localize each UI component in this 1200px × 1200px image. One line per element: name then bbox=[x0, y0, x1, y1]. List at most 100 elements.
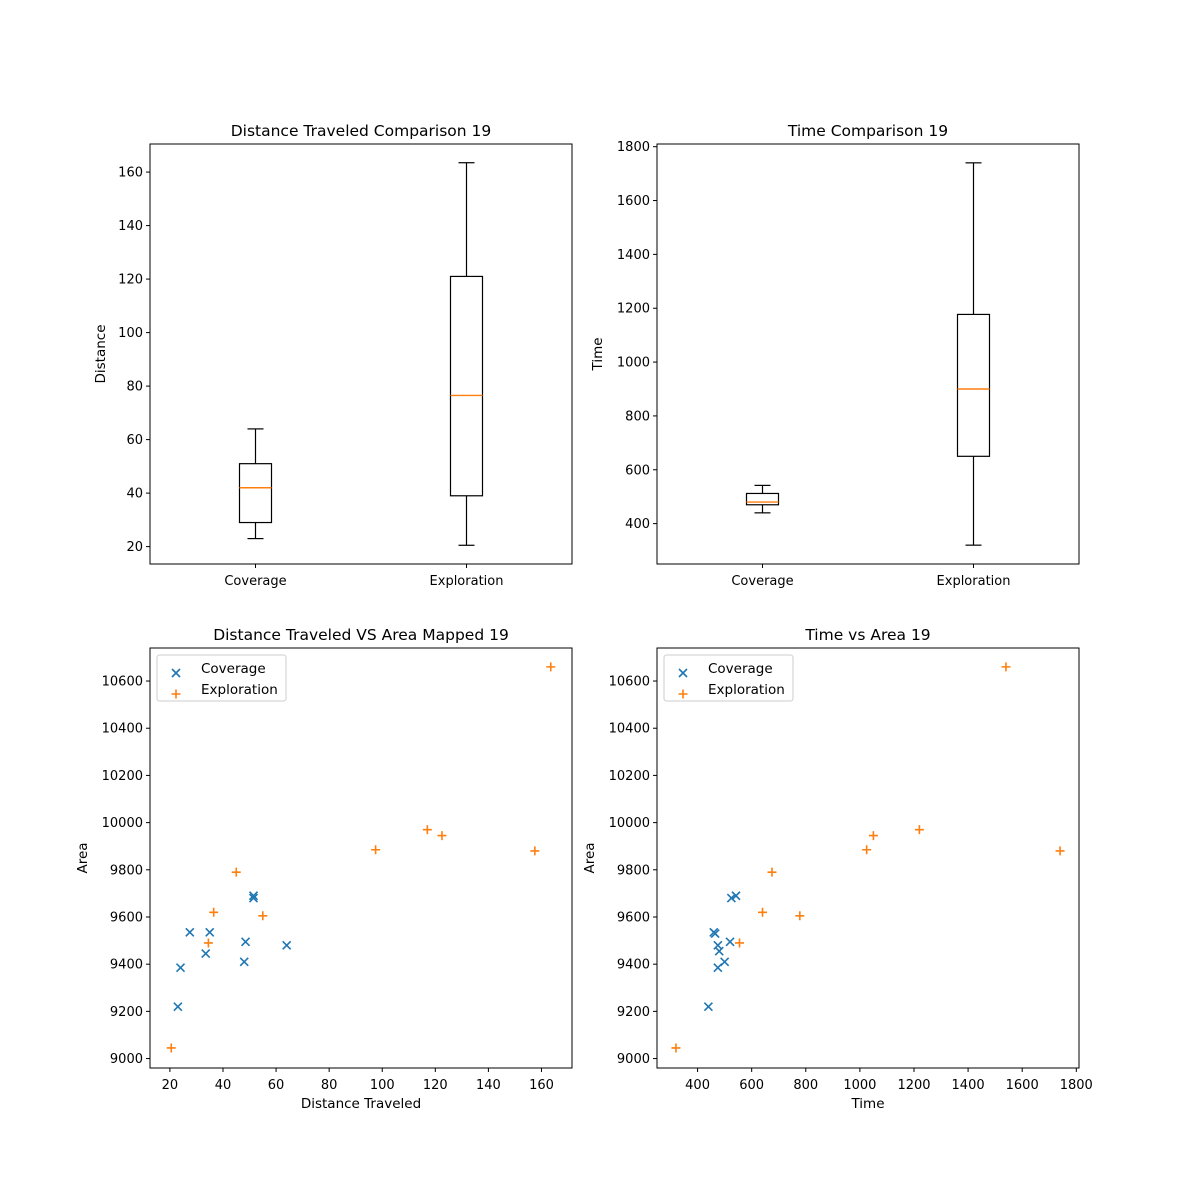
exploration-point bbox=[735, 938, 745, 948]
coverage-point bbox=[710, 928, 720, 939]
y-tick-label: 60 bbox=[126, 433, 143, 448]
exploration-point bbox=[371, 845, 381, 855]
legend: Coverage Exploration bbox=[156, 654, 287, 702]
y-tick-label: 10600 bbox=[609, 675, 650, 690]
x-tick-label: 1200 bbox=[897, 1078, 930, 1093]
legend: Coverage Exploration bbox=[663, 654, 794, 702]
y-tick-label: 800 bbox=[625, 409, 650, 424]
coverage-point bbox=[725, 937, 735, 947]
box-coverage bbox=[745, 484, 780, 514]
exploration-point bbox=[678, 689, 688, 699]
coverage-point bbox=[185, 927, 195, 937]
exploration-point bbox=[868, 831, 878, 841]
y-tick-label: 20 bbox=[126, 540, 143, 555]
exploration-point bbox=[422, 825, 432, 835]
time-vs-area-scatter: Time vs Area 19 Time Area 400 600 800 1000 1… bbox=[582, 626, 1093, 1112]
x-axis-label: Distance Traveled bbox=[301, 1096, 421, 1112]
y-tick-label: 400 bbox=[625, 517, 650, 532]
x-tick-label: 60 bbox=[268, 1078, 285, 1093]
y-tick-label: 9800 bbox=[617, 863, 650, 878]
y-tick-label: 1200 bbox=[617, 302, 650, 317]
plot-title: Distance Traveled VS Area Mapped 19 bbox=[213, 626, 509, 644]
x-tick-label: 400 bbox=[685, 1078, 710, 1093]
y-tick-label: 10000 bbox=[102, 816, 143, 831]
x-tick-label: Coverage bbox=[224, 574, 286, 589]
y-tick-label: 1400 bbox=[617, 248, 650, 263]
x-tick-label: 1800 bbox=[1060, 1078, 1093, 1093]
distance-vs-area-scatter: Distance Traveled VS Area Mapped 19 Dist… bbox=[75, 626, 573, 1112]
y-axis-label: Area bbox=[75, 842, 91, 873]
x-tick-label: 600 bbox=[739, 1078, 764, 1093]
legend-frame bbox=[663, 654, 794, 702]
y-tick-label: 9600 bbox=[617, 910, 650, 925]
y-tick-label: 40 bbox=[126, 487, 143, 502]
x-tick-label: 140 bbox=[476, 1078, 501, 1093]
distance-boxplot: Distance Traveled Comparison 19 Distance… bbox=[93, 122, 573, 589]
y-tick-label: 600 bbox=[625, 463, 650, 478]
y-tick-label: 1800 bbox=[617, 140, 650, 155]
coverage-point bbox=[240, 937, 251, 947]
exploration-point bbox=[758, 907, 767, 917]
y-tick-label: 160 bbox=[118, 166, 143, 181]
y-tick-label: 140 bbox=[118, 219, 143, 234]
coverage-point bbox=[678, 668, 688, 678]
x-axis-label: Time bbox=[850, 1096, 884, 1112]
y-tick-label: 10200 bbox=[102, 769, 143, 784]
coverage-point bbox=[173, 1002, 183, 1012]
x-tick-label: 160 bbox=[529, 1078, 554, 1093]
coverage-point bbox=[282, 940, 292, 950]
exploration-point bbox=[166, 1043, 176, 1053]
y-tick-label: 80 bbox=[126, 380, 143, 395]
box-body bbox=[745, 492, 780, 506]
y-tick-label: 1000 bbox=[617, 356, 650, 371]
y-tick-label: 9200 bbox=[617, 1005, 650, 1020]
y-tick-label: 10400 bbox=[609, 722, 650, 737]
y-tick-label: 10400 bbox=[102, 722, 143, 737]
y-tick-label: 120 bbox=[118, 273, 143, 288]
y-tick-label: 10000 bbox=[609, 816, 650, 831]
coverage-point bbox=[171, 668, 181, 678]
x-tick-label: 100 bbox=[370, 1078, 395, 1093]
y-axis-label: Distance bbox=[93, 324, 109, 383]
y-tick-label: 9800 bbox=[110, 863, 143, 878]
exploration-point bbox=[231, 867, 241, 877]
coverage-point bbox=[731, 891, 741, 901]
box-body bbox=[449, 275, 484, 497]
coverage-point bbox=[175, 963, 186, 973]
series-exploration bbox=[166, 662, 556, 1053]
series-coverage bbox=[173, 891, 292, 1012]
x-tick-label: Exploration bbox=[430, 574, 504, 589]
coverage-point bbox=[201, 948, 211, 959]
y-tick-label: 1600 bbox=[617, 194, 650, 209]
coverage-point bbox=[239, 957, 249, 967]
coverage-point bbox=[703, 1002, 713, 1012]
exploration-point bbox=[530, 846, 540, 856]
x-tick-label: Coverage bbox=[731, 574, 793, 589]
exploration-point bbox=[1055, 846, 1065, 856]
box-body bbox=[238, 463, 273, 524]
coverage-point bbox=[205, 927, 215, 937]
x-tick-label: 80 bbox=[321, 1078, 338, 1093]
exploration-point bbox=[546, 662, 556, 672]
exploration-point bbox=[209, 907, 219, 917]
x-tick-label: 20 bbox=[162, 1078, 179, 1093]
axes-frame bbox=[149, 647, 573, 1069]
exploration-point bbox=[767, 867, 777, 877]
legend-label-coverage: Coverage bbox=[201, 661, 266, 677]
exploration-point bbox=[171, 689, 181, 699]
y-tick-label: 9400 bbox=[110, 958, 143, 973]
exploration-point bbox=[671, 1043, 681, 1053]
x-tick-label: Exploration bbox=[937, 574, 1011, 589]
plot-title: Time vs Area 19 bbox=[804, 626, 930, 644]
coverage-point bbox=[720, 957, 730, 967]
legend-label-exploration: Exploration bbox=[708, 682, 785, 698]
y-tick-label: 9000 bbox=[110, 1052, 143, 1067]
y-tick-label: 9400 bbox=[617, 958, 650, 973]
x-tick-label: 1400 bbox=[952, 1078, 985, 1093]
coverage-point bbox=[248, 893, 259, 903]
plot-title: Time Comparison 19 bbox=[787, 122, 948, 140]
x-tick-label: 120 bbox=[423, 1078, 448, 1093]
time-boxplot: Time Comparison 19 Time Coverage Explorat… bbox=[590, 122, 1080, 589]
x-tick-label: 1000 bbox=[843, 1078, 876, 1093]
